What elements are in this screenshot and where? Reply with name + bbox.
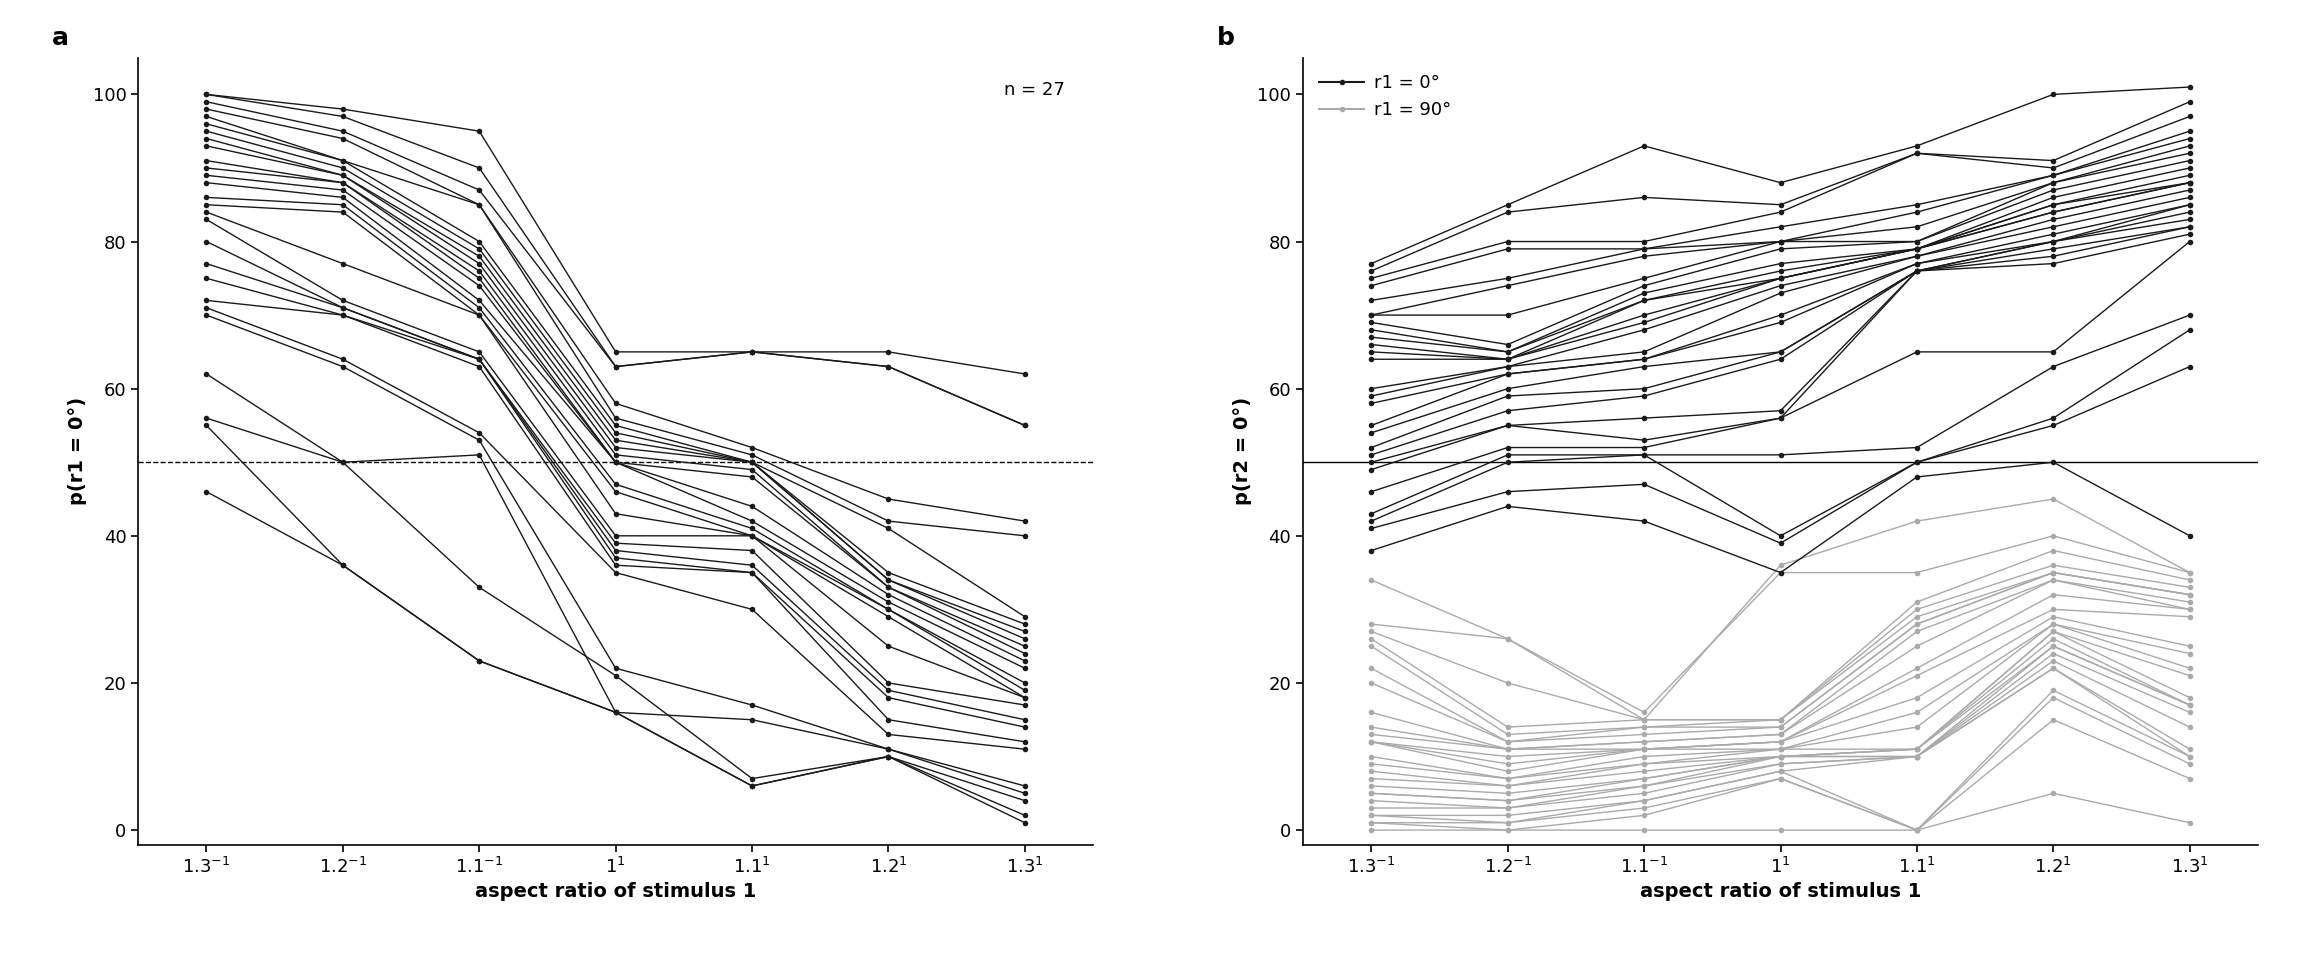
X-axis label: aspect ratio of stimulus 1: aspect ratio of stimulus 1 [475, 882, 756, 901]
Text: b: b [1217, 26, 1235, 50]
Legend: r1 = 0°, r1 = 90°: r1 = 0°, r1 = 90° [1313, 66, 1458, 126]
X-axis label: aspect ratio of stimulus 1: aspect ratio of stimulus 1 [1640, 882, 1922, 901]
Y-axis label: p(r2 = 0°): p(r2 = 0°) [1233, 397, 1251, 505]
Text: a: a [53, 26, 69, 50]
Y-axis label: p(r1 = 0°): p(r1 = 0°) [69, 397, 88, 505]
Text: n = 27: n = 27 [1005, 82, 1064, 99]
